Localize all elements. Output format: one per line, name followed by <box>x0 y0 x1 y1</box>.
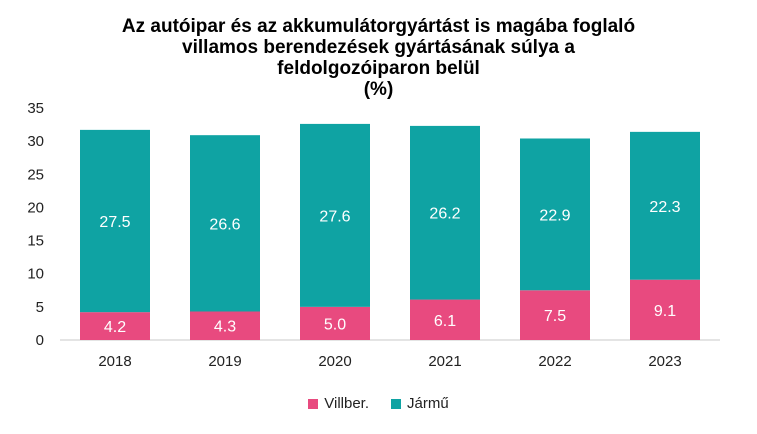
y-tick-label: 35 <box>27 100 44 117</box>
bar-villber <box>410 299 480 340</box>
x-tick-label: 2019 <box>208 353 241 370</box>
data-label: 6.1 <box>434 313 456 330</box>
title-line-3: feldolgozóiparon belül <box>277 58 480 79</box>
bar-villber <box>190 311 260 340</box>
title-line-1: Az autóipar és az akkumulátorgyártást is… <box>121 16 636 37</box>
legend: Villber. Jármű <box>0 395 757 412</box>
data-label: 22.3 <box>649 199 680 216</box>
y-tick-label: 10 <box>27 266 44 283</box>
x-tick-label: 2021 <box>428 353 461 370</box>
data-label: 26.6 <box>209 216 240 233</box>
bar-jarmu <box>410 125 480 300</box>
x-tick-label: 2018 <box>98 353 131 370</box>
data-label: 26.2 <box>429 206 460 223</box>
data-label: 27.6 <box>319 208 350 225</box>
legend-item-villber: Villber. <box>308 395 369 412</box>
bar-jarmu <box>300 123 370 307</box>
bar-jarmu <box>630 131 700 280</box>
bar-villber <box>630 279 700 340</box>
data-label: 4.2 <box>104 319 126 336</box>
y-tick-label: 20 <box>27 199 44 216</box>
data-label: 4.3 <box>214 319 236 336</box>
bar-jarmu <box>520 138 590 291</box>
y-tick-label: 30 <box>27 133 44 150</box>
y-tick-label: 15 <box>27 233 44 250</box>
legend-label-villber: Villber. <box>324 395 370 412</box>
legend-label-jarmu: Jármű <box>407 395 449 412</box>
data-label: 5.0 <box>324 316 346 333</box>
bar-villber <box>300 306 370 340</box>
data-label: 7.5 <box>544 308 566 325</box>
data-label: 9.1 <box>654 303 676 320</box>
legend-swatch-jarmu <box>391 398 402 409</box>
bar-villber <box>520 290 590 340</box>
y-tick-label: 5 <box>36 299 44 316</box>
y-tick-label: 25 <box>27 166 44 183</box>
legend-item-jarmu: Jármű <box>391 395 449 412</box>
legend-swatch-villber <box>308 398 319 409</box>
bar-jarmu <box>190 135 260 312</box>
x-tick-label: 2020 <box>318 353 351 370</box>
bar-jarmu <box>80 129 150 313</box>
data-label: 27.5 <box>99 214 130 231</box>
bar-villber <box>80 312 150 340</box>
x-tick-label: 2023 <box>648 353 681 370</box>
data-label: 22.9 <box>539 207 570 224</box>
chart-title: Az autóipar és az akkumulátorgyártást is… <box>0 16 757 100</box>
title-line-2: villamos berendezések gyártásának súlya … <box>182 37 575 58</box>
y-tick-label: 0 <box>36 332 44 349</box>
x-tick-label: 2022 <box>538 353 571 370</box>
title-line-4: (%) <box>363 79 394 100</box>
